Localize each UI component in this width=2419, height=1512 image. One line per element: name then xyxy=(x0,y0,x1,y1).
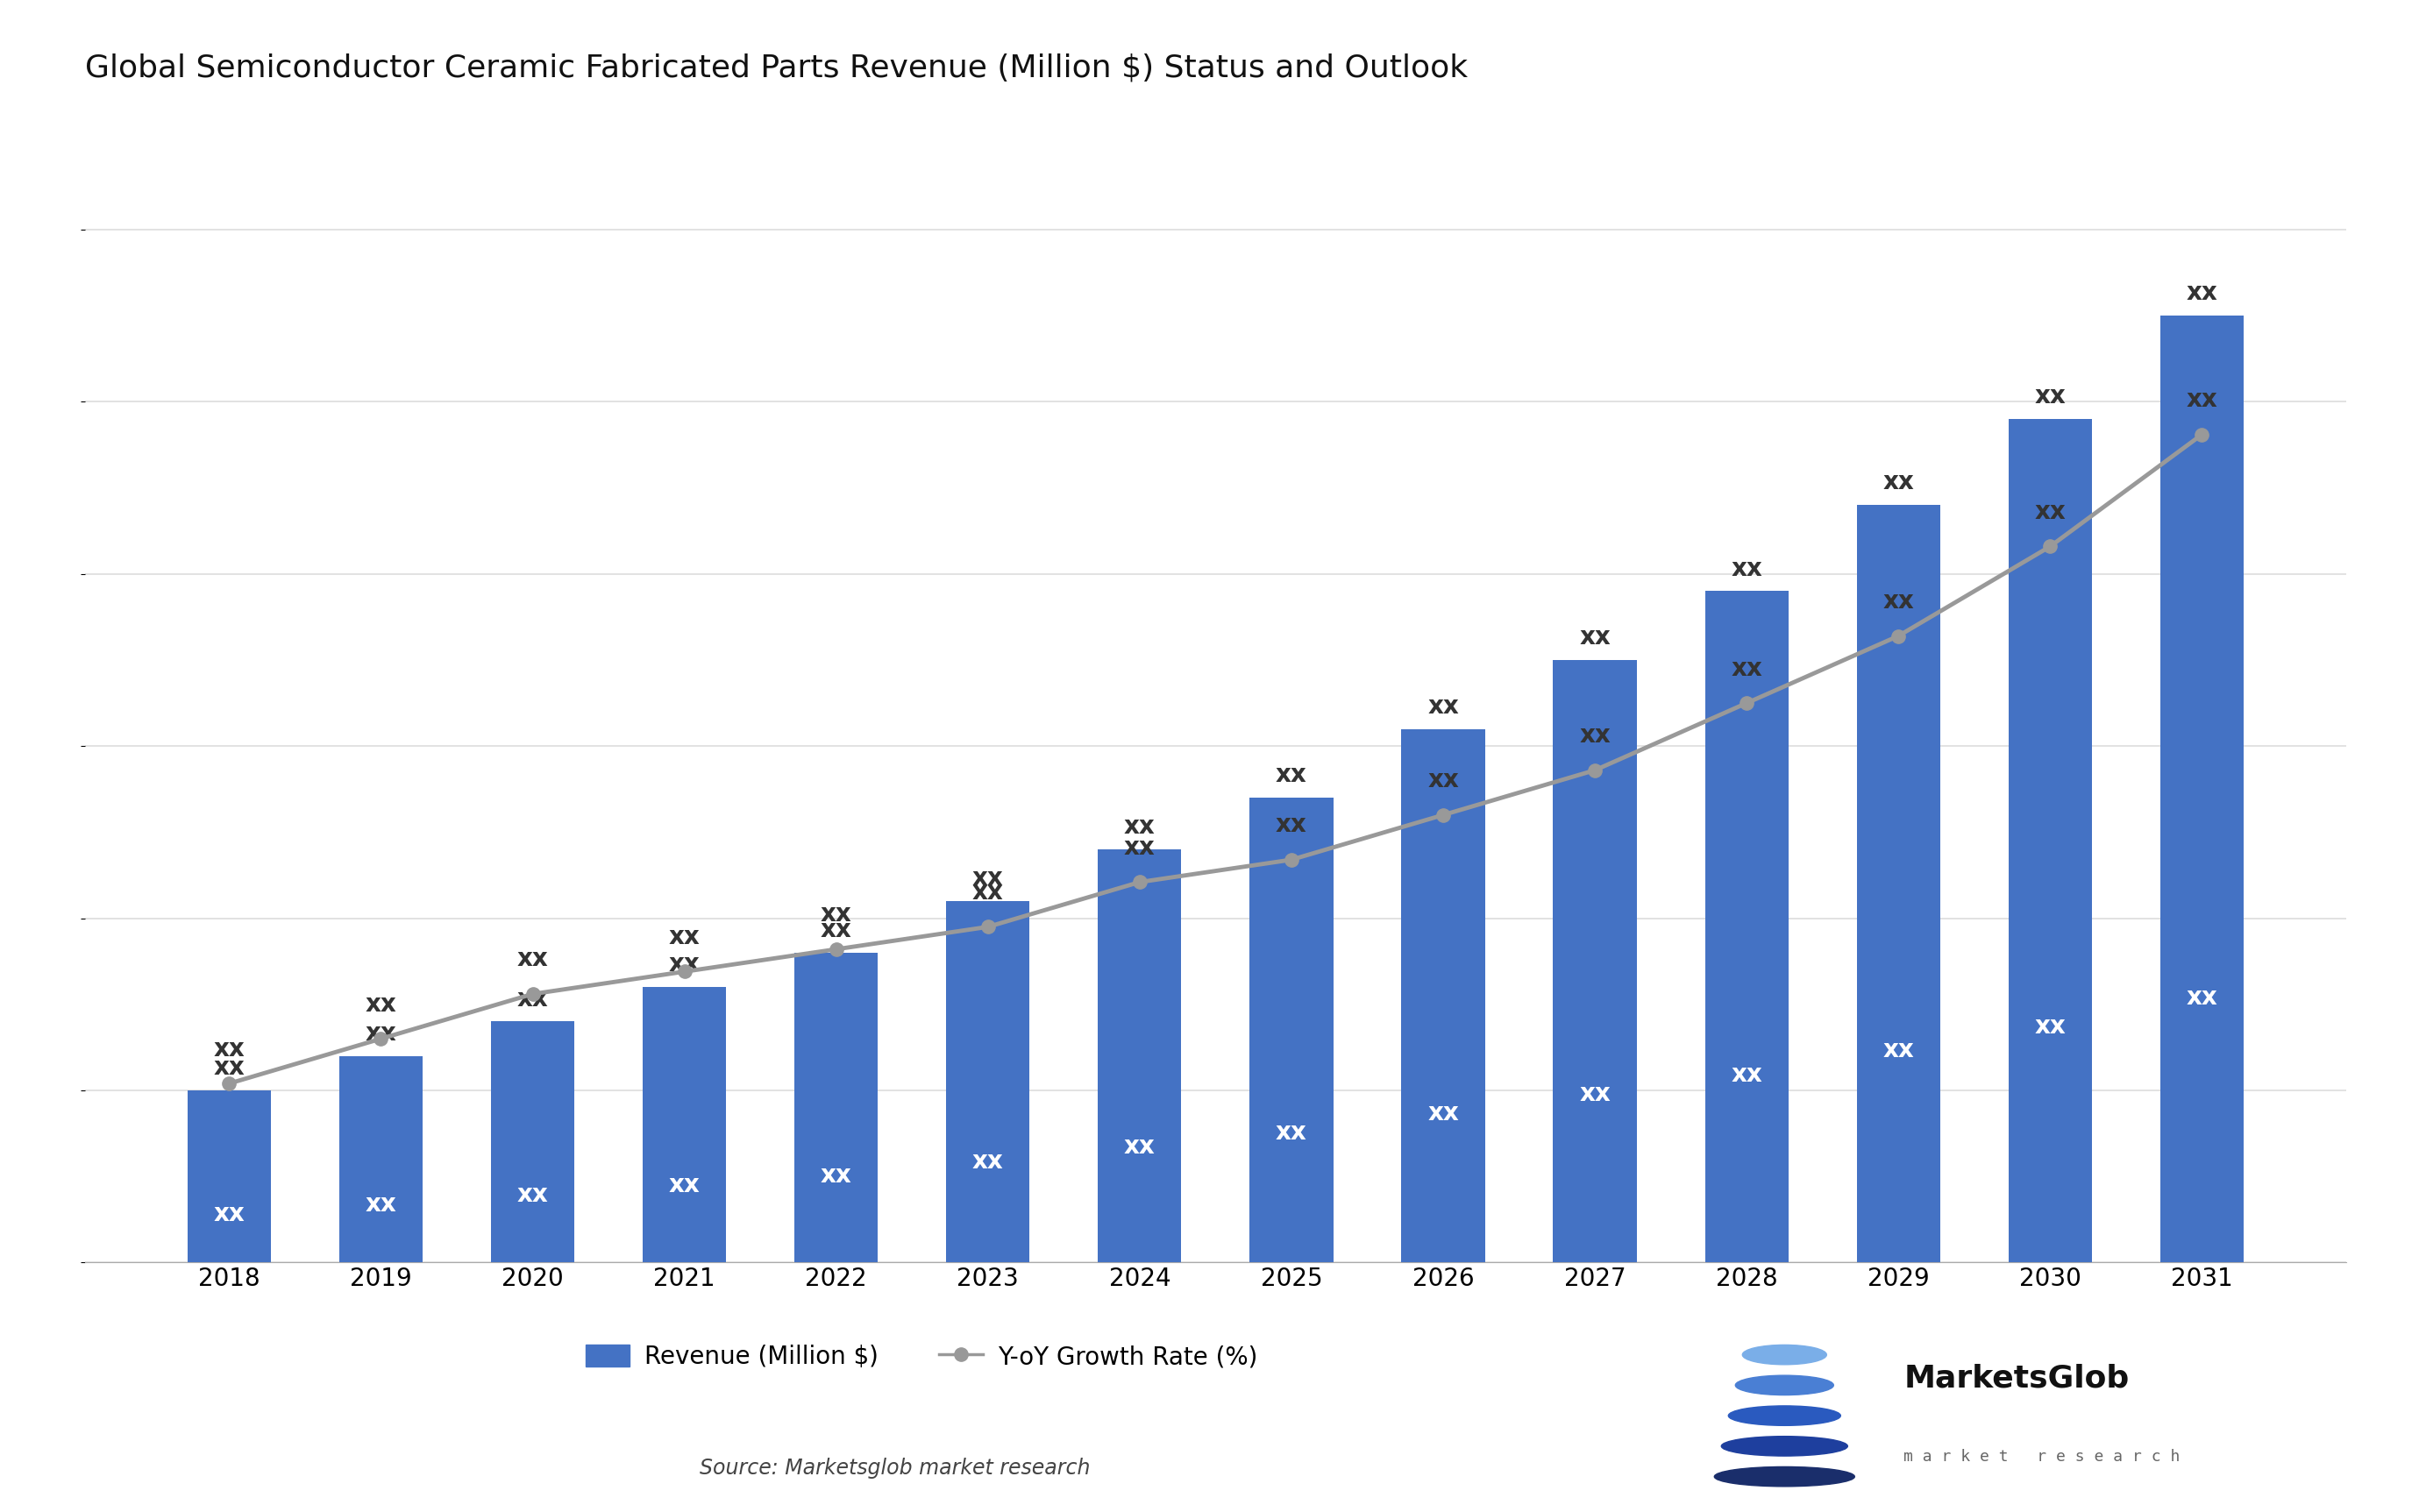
Bar xyxy=(1251,798,1333,1263)
Text: xx: xx xyxy=(1732,656,1763,680)
Text: xx: xx xyxy=(1580,624,1611,650)
Text: xx: xx xyxy=(2187,387,2218,413)
Text: xx: xx xyxy=(1882,470,1913,494)
Bar xyxy=(339,1055,423,1263)
Text: xx: xx xyxy=(1427,768,1459,792)
Text: xx: xx xyxy=(1732,556,1763,581)
Text: xx: xx xyxy=(2034,499,2066,525)
Text: xx: xx xyxy=(1275,813,1306,838)
Bar xyxy=(643,987,726,1263)
Bar xyxy=(793,953,878,1263)
Text: xx: xx xyxy=(972,1149,1004,1173)
Ellipse shape xyxy=(1734,1376,1834,1396)
Ellipse shape xyxy=(1722,1436,1848,1456)
Text: xx: xx xyxy=(518,987,549,1012)
Bar xyxy=(189,1090,271,1263)
Text: xx: xx xyxy=(213,1055,244,1080)
Ellipse shape xyxy=(1715,1467,1855,1486)
Text: xx: xx xyxy=(213,1037,244,1061)
Text: xx: xx xyxy=(2187,986,2218,1010)
Bar xyxy=(1098,850,1180,1263)
Text: xx: xx xyxy=(365,992,397,1016)
Legend: Revenue (Million $), Y-oY Growth Rate (%): Revenue (Million $), Y-oY Growth Rate (%… xyxy=(576,1335,1268,1379)
Text: m a r k e t   r e s e a r c h: m a r k e t r e s e a r c h xyxy=(1904,1448,2180,1465)
Bar xyxy=(1858,505,1940,1263)
Text: xx: xx xyxy=(972,880,1004,904)
Text: xx: xx xyxy=(820,1164,851,1188)
Text: MarketsGlob: MarketsGlob xyxy=(1904,1364,2129,1393)
Bar xyxy=(2160,316,2242,1263)
Text: xx: xx xyxy=(668,953,699,977)
Text: xx: xx xyxy=(518,1182,549,1207)
Text: xx: xx xyxy=(1125,1134,1156,1160)
Bar xyxy=(1553,661,1638,1263)
Text: xx: xx xyxy=(2034,1015,2066,1039)
Text: xx: xx xyxy=(972,866,1004,891)
Bar xyxy=(2008,419,2092,1263)
Text: xx: xx xyxy=(1580,1081,1611,1107)
Text: xx: xx xyxy=(1427,694,1459,718)
Text: xx: xx xyxy=(1125,815,1156,839)
Text: xx: xx xyxy=(820,903,851,927)
Text: xx: xx xyxy=(1580,723,1611,748)
Text: xx: xx xyxy=(1882,1039,1913,1063)
Text: xx: xx xyxy=(213,1202,244,1226)
Text: xx: xx xyxy=(1275,764,1306,788)
Bar xyxy=(1705,591,1788,1263)
Text: xx: xx xyxy=(1882,590,1913,614)
Text: xx: xx xyxy=(1732,1063,1763,1087)
Text: xx: xx xyxy=(365,1193,397,1217)
Text: xx: xx xyxy=(1125,835,1156,860)
Text: xx: xx xyxy=(1275,1120,1306,1145)
Bar xyxy=(946,901,1030,1263)
Text: xx: xx xyxy=(820,918,851,942)
Bar xyxy=(491,1022,573,1263)
Text: Source: Marketsglob market research: Source: Marketsglob market research xyxy=(699,1458,1091,1479)
Bar xyxy=(1401,729,1485,1263)
Text: xx: xx xyxy=(1427,1101,1459,1125)
Text: Global Semiconductor Ceramic Fabricated Parts Revenue (Million $) Status and Out: Global Semiconductor Ceramic Fabricated … xyxy=(85,53,1468,83)
Text: xx: xx xyxy=(2034,384,2066,408)
Text: xx: xx xyxy=(668,925,699,950)
Text: xx: xx xyxy=(668,1173,699,1198)
Text: xx: xx xyxy=(518,947,549,972)
Ellipse shape xyxy=(1727,1406,1841,1426)
Text: xx: xx xyxy=(2187,281,2218,305)
Ellipse shape xyxy=(1742,1346,1826,1364)
Text: xx: xx xyxy=(365,1021,397,1046)
